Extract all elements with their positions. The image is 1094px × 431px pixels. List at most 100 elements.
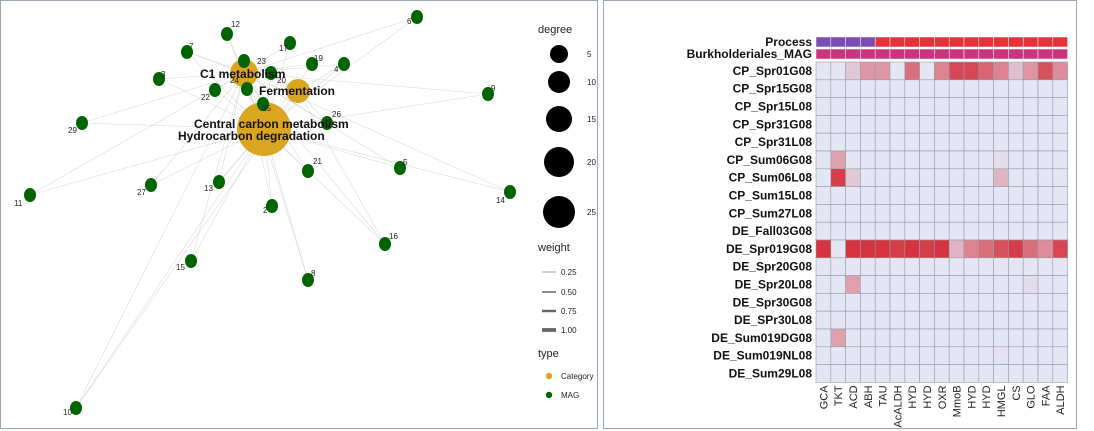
heatmap-cell — [1008, 293, 1024, 312]
heatmap-row-label: CP_Sum06G08 — [727, 153, 813, 167]
heatmap-cell — [1022, 186, 1039, 205]
heatmap-row-label: CP_Spr31L08 — [735, 135, 813, 149]
heatmap-panel: Process Burkholderiales_MAG CP_Spr01G08 CP_… — [603, 0, 1077, 429]
heatmap-cell — [860, 97, 876, 116]
mag-node — [257, 97, 269, 111]
heatmap-cell — [993, 61, 1009, 81]
mag-annotation-cell — [874, 48, 891, 60]
mag-annotation-cell — [845, 48, 861, 60]
network-edge — [263, 16, 418, 130]
mag-node — [321, 116, 333, 130]
heatmap-cell — [1037, 61, 1054, 81]
heatmap-cell — [874, 97, 891, 116]
type-legend-dot — [545, 372, 553, 380]
heatmap-cell — [993, 257, 1009, 276]
heatmap-cell — [830, 275, 846, 294]
heatmap-cell — [904, 310, 920, 330]
heatmap-cell — [860, 132, 876, 152]
heatmap-cell — [874, 115, 891, 134]
heatmap-cell — [919, 204, 935, 223]
mag-node-label: 2 — [263, 206, 268, 215]
heatmap-cell — [830, 97, 846, 116]
heatmap-cell — [815, 61, 832, 81]
mag-node-label: 22 — [201, 93, 210, 102]
heatmap-cell — [1008, 328, 1024, 348]
heatmap-cell — [993, 346, 1009, 365]
heatmap-column-label: AcALDH — [892, 385, 904, 427]
heatmap-cell — [978, 293, 994, 312]
heatmap-cell — [1008, 275, 1024, 294]
heatmap-cell — [919, 328, 935, 348]
heatmap-cell — [889, 221, 906, 241]
heatmap-cell — [978, 257, 994, 276]
heatmap-cell — [845, 346, 861, 365]
heatmap-cell — [860, 328, 876, 348]
category-node — [237, 102, 291, 156]
heatmap-cell — [963, 186, 980, 205]
heatmap-cell — [1037, 328, 1054, 348]
heatmap-cell — [978, 328, 994, 348]
heatmap-column-label: TKT — [833, 385, 845, 406]
heatmap-cell — [904, 257, 920, 276]
annotation-bars — [815, 36, 1068, 60]
heatmap-cell — [860, 346, 876, 365]
heatmap-cell — [1037, 257, 1054, 276]
mag-node — [379, 237, 391, 251]
heatmap-cell — [845, 310, 861, 330]
process-annotation-cell — [993, 36, 1009, 48]
weight-legend-label: 0.50 — [561, 288, 577, 297]
heatmap-cell — [904, 168, 920, 187]
mag-node — [181, 45, 193, 59]
mag-node — [213, 175, 225, 189]
mag-node — [394, 161, 406, 175]
network-edge — [150, 72, 245, 186]
heatmap-cell — [904, 115, 920, 134]
heatmap-cell — [845, 132, 861, 152]
heatmap-cell — [1022, 132, 1039, 152]
heatmap-cell — [904, 346, 920, 365]
heatmap-cell — [978, 310, 994, 330]
heatmap-cell — [904, 221, 920, 241]
network-edge — [75, 128, 265, 409]
heatmap-cell — [815, 275, 832, 294]
type-legend-label: MAG — [561, 391, 579, 400]
weight-legend-label: 0.25 — [561, 268, 577, 277]
heatmap-cell — [919, 310, 935, 330]
heatmap-cell — [889, 275, 906, 294]
heatmap-cell — [889, 186, 906, 205]
heatmap-cell — [993, 79, 1009, 98]
mag-node-label: 17 — [279, 44, 288, 53]
heatmap-cell — [1008, 61, 1024, 81]
network-edge — [243, 72, 489, 95]
heatmap-cell — [1022, 257, 1039, 276]
process-annotation-cell — [904, 36, 920, 48]
heatmap-cell — [919, 61, 935, 81]
mag-node — [482, 87, 494, 101]
heatmap-cell — [889, 204, 906, 223]
heatmap-column-label: HYD — [981, 385, 993, 408]
heatmap-row-label: DE_Fall03G08 — [732, 224, 812, 238]
heatmap-cell — [934, 204, 950, 223]
network-edge — [297, 90, 386, 245]
process-annotation-cell — [963, 36, 980, 48]
heatmap-cell — [815, 293, 832, 312]
heatmap-cell — [845, 97, 861, 116]
heatmap-cell — [963, 275, 980, 294]
heatmap-cell — [963, 364, 980, 383]
heatmap-cell — [948, 310, 965, 330]
heatmap-column-label: MmoB — [952, 385, 964, 417]
heatmap-cell — [993, 115, 1009, 134]
heatmap-cell — [860, 204, 876, 223]
mag-node-label: 25 — [262, 104, 271, 113]
heatmap-cell — [830, 221, 846, 241]
category-node-label: C1 metabolism — [200, 67, 285, 81]
heatmap-cell — [1022, 221, 1039, 241]
heatmap-cell — [1008, 364, 1024, 383]
heatmap-cell — [993, 168, 1009, 187]
heatmap-cell — [919, 115, 935, 134]
heatmap-cell — [815, 204, 832, 223]
mag-node-label: 14 — [496, 196, 505, 205]
heatmap-cell — [978, 364, 994, 383]
heatmap-cell — [978, 168, 994, 187]
heatmap-cell — [1008, 257, 1024, 276]
